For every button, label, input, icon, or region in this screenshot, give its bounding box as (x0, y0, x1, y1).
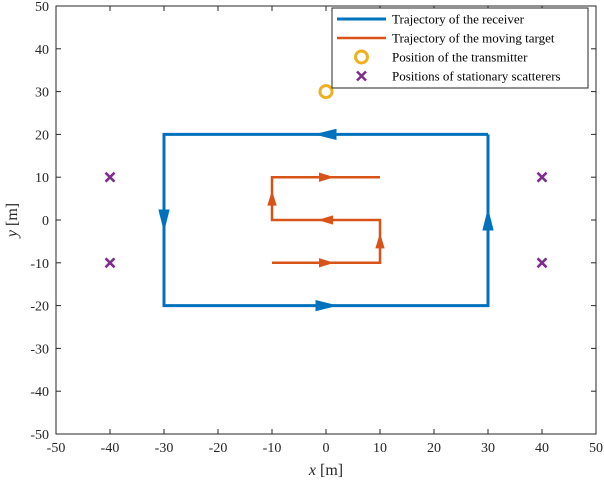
target-arrow (267, 190, 277, 206)
y-tick-label: -50 (30, 428, 49, 443)
transmitter-marker (318, 84, 334, 100)
scatterer-marker (536, 257, 548, 269)
x-tick-label: -20 (209, 441, 228, 456)
legend-circle-swatch (354, 49, 369, 65)
x-tick-label: -10 (263, 441, 282, 456)
scatterer-marker (536, 171, 548, 183)
tick-labels: -50 -40 -30 -20 -10 0 10 20 30 40 50 -50 -40 -30 -20 -1… (30, 0, 603, 456)
receiver-arrow (158, 209, 170, 231)
y-axis-label: y [m] (4, 203, 21, 239)
receiver-trajectory (162, 132, 490, 308)
axis-labels: x [m] y [m] (4, 203, 343, 479)
target-arrow (375, 233, 385, 249)
target-arrow (319, 258, 335, 268)
x-axis-label: x [m] (308, 462, 343, 479)
receiver-arrow (482, 209, 494, 231)
y-tick-label: -40 (30, 385, 49, 400)
legend-label: Trajectory of the receiver (392, 12, 525, 27)
x-tick-label: -50 (47, 441, 66, 456)
y-tick-label: -10 (30, 257, 49, 272)
y-axis-unit: [m] (4, 203, 21, 230)
x-tick-label: 50 (589, 441, 603, 456)
x-axis-unit: [m] (316, 462, 343, 479)
x-tick-label: 10 (373, 441, 387, 456)
scatterer-marker-stroke (536, 257, 548, 269)
data-layer (104, 84, 548, 312)
x-tick-label: -30 (155, 441, 174, 456)
scatterer-marker-stroke (536, 171, 548, 183)
tick-marks (55, 5, 597, 435)
y-tick-label: 40 (35, 43, 49, 58)
y-tick-label: -30 (30, 342, 49, 357)
receiver-arrow (315, 299, 337, 312)
scatterer-marker (104, 257, 116, 269)
receiver-arrow (315, 128, 337, 141)
y-tick-label: 30 (35, 86, 49, 101)
x-axis-var: x (308, 462, 316, 479)
y-tick-label: 20 (35, 128, 49, 143)
legend-entry: Trajectory of the moving target (337, 31, 555, 46)
scatterer-marker-stroke (104, 257, 116, 269)
legend: Trajectory of the receiver Trajectory of … (331, 7, 589, 89)
legend-label: Trajectory of the moving target (392, 31, 555, 46)
legend-label: Position of the transmitter (392, 50, 528, 65)
scatterer-marker (104, 171, 116, 183)
y-tick-label: 50 (35, 0, 49, 15)
y-tick-label: -20 (30, 300, 49, 315)
x-tick-label: 0 (323, 441, 330, 456)
scatterer-marker-stroke (104, 171, 116, 183)
x-tick-label: 20 (427, 441, 441, 456)
target-arrow (317, 215, 333, 225)
x-tick-label: 30 (481, 441, 495, 456)
y-tick-label: 0 (42, 214, 49, 229)
legend-entry: Trajectory of the receiver (337, 12, 525, 27)
legend-entry: Position of the transmitter (354, 49, 528, 65)
legend-entry: Positions of stationary scatterers (356, 69, 561, 84)
y-tick-label: 10 (35, 171, 49, 186)
x-tick-label: 40 (535, 441, 549, 456)
target-arrow (319, 172, 335, 182)
legend-x-swatch (356, 70, 367, 82)
y-axis-var: y (4, 229, 21, 239)
x-tick-label: -40 (101, 441, 120, 456)
legend-label: Positions of stationary scatterers (392, 69, 561, 84)
legend-box (331, 7, 589, 89)
